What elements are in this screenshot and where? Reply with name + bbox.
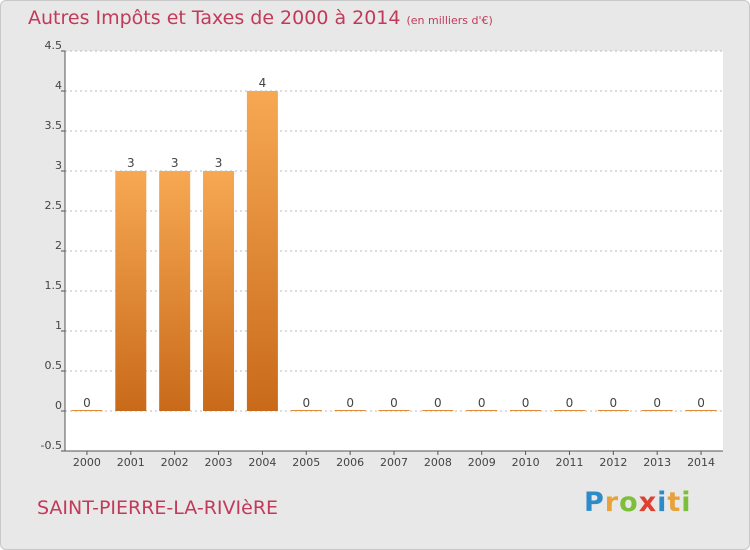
bar [466,410,498,411]
x-tick-label: 2002 [161,456,189,469]
logo-letter: x [638,487,658,518]
x-tick-label: 2011 [555,456,583,469]
x-tick-label: 2009 [468,456,496,469]
y-tick-label: 1 [55,319,62,332]
bar [159,171,191,411]
data-label: 0 [697,396,705,410]
y-tick-label: 2.5 [45,199,63,212]
bar [115,171,147,411]
proxiti-logo: Proxiti [584,487,692,518]
data-label: 3 [127,156,135,170]
x-tick-label: 2004 [248,456,276,469]
y-tick-label: 3.5 [45,119,63,132]
bar [553,410,585,411]
x-tick-label: 2008 [424,456,452,469]
data-label: 3 [171,156,179,170]
bar [246,91,278,411]
bar [334,410,366,411]
chart-title: Autres Impôts et Taxes de 2000 à 2014 (en… [28,7,493,29]
x-tick-label: 2003 [205,456,233,469]
y-tick-label: 1.5 [45,279,63,292]
bar [597,410,629,411]
data-label: 0 [346,396,354,410]
data-label: 0 [302,396,310,410]
logo-letter: t [667,487,682,518]
logo-letter: P [584,487,605,518]
chart-subtitle: (en milliers d'€) [406,14,493,27]
x-tick-label: 2012 [599,456,627,469]
x-tick-label: 2000 [73,456,101,469]
bar [422,410,454,411]
y-tick-label: 4 [55,79,62,92]
logo-letter: i [681,487,692,518]
y-tick-label: -0.5 [41,439,62,452]
y-tick-label: 0 [55,399,62,412]
data-label: 0 [566,396,574,410]
bar [203,171,235,411]
bar [510,410,542,411]
bar [378,410,410,411]
x-tick-label: 2005 [292,456,320,469]
x-tick-label: 2007 [380,456,408,469]
y-tick-label: 2 [55,239,62,252]
data-label: 0 [478,396,486,410]
y-tick-label: 4.5 [45,39,63,52]
bar [71,410,103,411]
data-label: 4 [259,76,267,90]
x-tick-label: 2001 [117,456,145,469]
title-text: Autres Impôts et Taxes de 2000 à 2014 [28,7,401,29]
data-label: 0 [610,396,618,410]
x-tick-label: 2013 [643,456,671,469]
data-label: 0 [522,396,530,410]
y-tick-label: 3 [55,159,62,172]
data-label: 0 [434,396,442,410]
bar [641,410,673,411]
y-tick-label: 0.5 [45,359,63,372]
data-label: 0 [653,396,661,410]
x-tick-label: 2014 [687,456,715,469]
data-label: 3 [215,156,223,170]
bar [290,410,322,411]
logo-letter: r [604,487,620,518]
data-label: 0 [83,396,91,410]
x-tick-label: 2006 [336,456,364,469]
x-tick-label: 2010 [512,456,540,469]
data-label: 0 [390,396,398,410]
logo-letter: i [657,487,668,518]
place-name: SAINT-PIERRE-LA-RIVIèRE [37,497,279,519]
bar [685,410,717,411]
logo-letter: o [619,487,639,518]
